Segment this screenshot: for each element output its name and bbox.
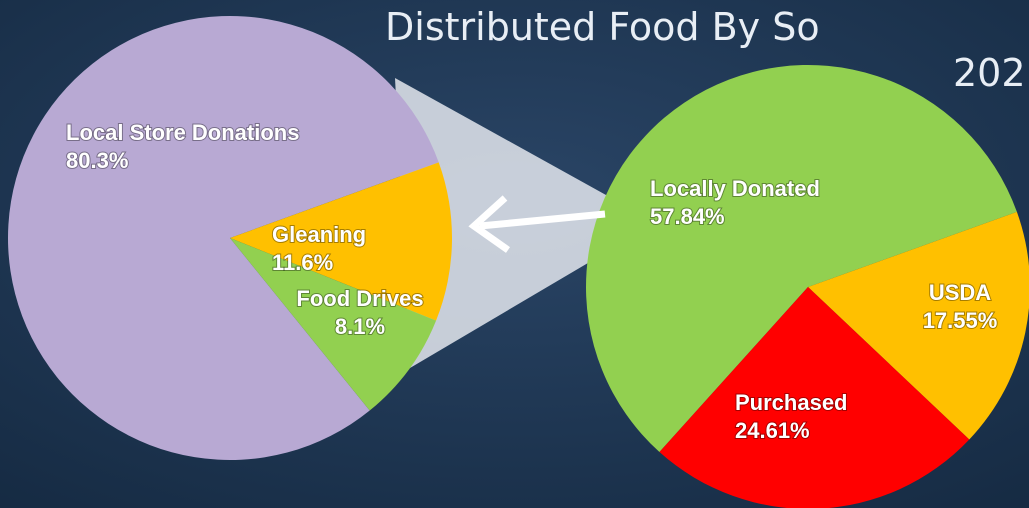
slice-label: USDA: [929, 280, 991, 305]
slice-value-label: 11.6%: [272, 250, 333, 275]
slice-value-label: 17.55%: [923, 308, 998, 333]
slice-label: Purchased: [735, 390, 848, 415]
slice-value-label: 57.84%: [650, 204, 725, 229]
slice-value-label: 8.1%: [335, 314, 385, 339]
pie-slice: [230, 238, 437, 411]
pie-slice: [586, 64, 1017, 452]
slice-label: Food Drives: [296, 286, 423, 311]
pie-slice: [230, 162, 452, 321]
slice-label: Gleaning: [272, 222, 366, 247]
arrow: [468, 195, 606, 253]
pie-slice: [659, 287, 970, 508]
slice-value-label: 24.61%: [735, 418, 810, 443]
slice-value-label: 80.3%: [66, 148, 128, 173]
chart-subtitle: 202: [953, 51, 1026, 95]
slice-label: Local Store Donations: [66, 120, 299, 145]
pie-slice: [7, 16, 439, 461]
pie-slice: [808, 211, 1029, 440]
chart-title: Distributed Food By So: [385, 5, 820, 49]
slice-label: Locally Donated: [650, 176, 820, 201]
